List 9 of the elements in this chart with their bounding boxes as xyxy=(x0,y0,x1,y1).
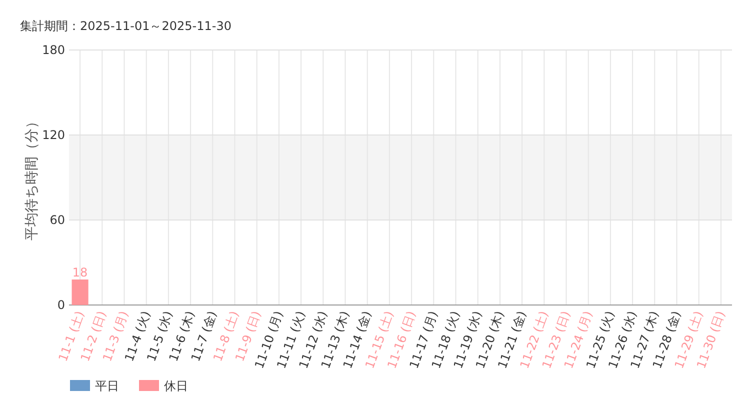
y-tick-label: 0 xyxy=(57,298,65,312)
chart-title: 集計期間：2025-11-01～2025-11-30 xyxy=(20,19,232,33)
y-tick-label: 60 xyxy=(50,213,65,227)
data-label: 18 xyxy=(72,266,88,280)
legend-label: 休日 xyxy=(164,379,188,393)
y-axis-title: 平均待ち時間（分） xyxy=(24,114,40,240)
legend-label: 平日 xyxy=(95,379,119,393)
y-tick-label: 120 xyxy=(42,128,65,142)
y-tick-label: 180 xyxy=(42,43,65,57)
